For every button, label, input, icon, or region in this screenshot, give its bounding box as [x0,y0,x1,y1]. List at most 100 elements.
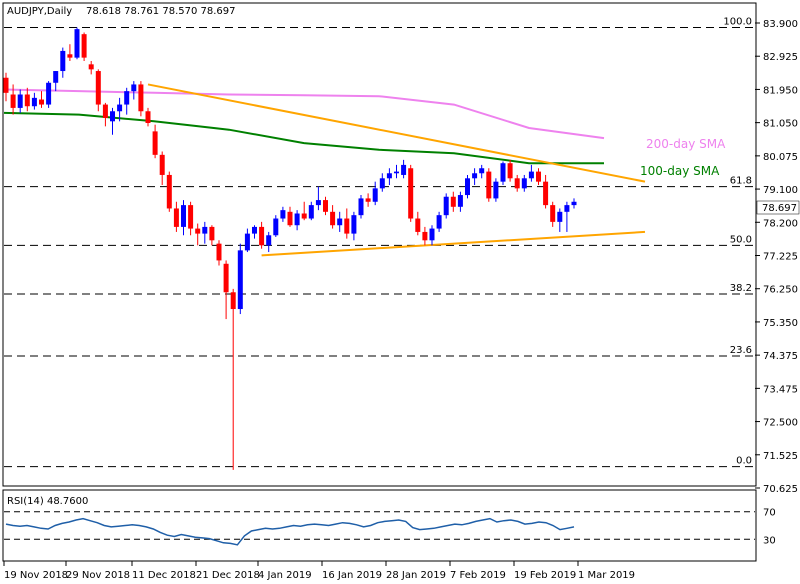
candle-body [145,111,151,123]
x-tick-label: 21 Dec 2018 [196,570,260,581]
fib-level-label: 38.2 [730,283,752,294]
trendline-2 [261,230,646,257]
candle-body [507,163,513,179]
y-tick-label: 83.900 [763,19,798,30]
candle-body [17,94,23,108]
candle-body [564,205,570,212]
candle-body [259,226,265,246]
y-tick-label: 80.075 [763,152,798,163]
candle-body [237,250,243,310]
candle-body [110,111,115,122]
candle-body [195,228,201,234]
candle-body [216,243,222,261]
candle-body [294,213,300,226]
candle-body [138,84,144,112]
candle-body [252,226,257,234]
candle-body [95,71,101,105]
candle-body [415,218,421,232]
candle-body [351,215,357,234]
y-tick-label: 75.350 [763,318,798,329]
candle-body [550,205,556,222]
last-price-label: 78.697 [762,203,797,214]
x-tick-label: 1 Mar 2019 [578,570,635,581]
candle-body [557,211,563,222]
x-tick-label: 19 Feb 2019 [514,570,576,581]
rsi-panel-border [2,489,757,562]
candle-body [372,188,378,202]
candle-body [394,171,399,174]
fib-level-label: 0.0 [736,456,752,467]
ohlc-readout: 78.618 78.761 78.570 78.697 [86,6,236,17]
candle-body [159,154,165,175]
candle-body [166,174,172,209]
chart-symbol-label: AUDJPY,Daily [7,6,72,17]
candle-body [443,196,449,216]
candle-body [74,29,80,58]
y-tick-label: 76.250 [763,285,798,296]
candle-body [244,233,250,251]
candle-body [266,235,272,246]
candle-body [181,205,186,227]
y-tick-label: 70.625 [763,484,798,495]
candle-body [401,164,407,175]
candle-body [536,171,541,182]
moving-averages [3,88,605,165]
candle-body [528,171,534,179]
candle-body [323,200,328,212]
sma100-label: 100-day SMA [640,164,720,178]
x-tick-label: 28 Jan 2019 [386,570,446,581]
y-tick-label: 74.375 [763,351,798,362]
candle-body [308,205,314,219]
candle-body [543,181,549,206]
candle-body [472,173,478,179]
candle-body [450,196,456,207]
rsi-label: RSI(14) 48.7600 [7,496,88,507]
x-tick-label: 11 Dec 2018 [132,570,196,581]
candle-body [152,131,158,155]
rsi-panel: 70 30 [4,508,776,546]
candle-body [465,178,470,196]
fibonacci-levels: 100.0 61.8 50.0 38.2 23.6 0.0 [4,16,755,468]
x-tick-label: 16 Jan 2019 [322,570,382,581]
candle-body [315,200,321,206]
candle-body [436,215,442,229]
rsi-level-label: 30 [763,535,776,546]
candle-body [3,77,9,93]
y-tick-label: 77.225 [763,252,798,263]
main-plot-frame [2,2,757,562]
price-axis: 83.900 82.925 81.950 81.050 80.075 79.100 78.2… [755,19,798,495]
candle-body [88,64,94,70]
candle-body [10,94,16,108]
candle-body [39,99,44,105]
fib-level-label: 50.0 [730,234,752,245]
y-tick-label: 71.525 [763,451,798,462]
candle-body [173,208,179,227]
sma200-line [3,88,605,140]
candle-body [81,34,87,58]
candle-body [521,178,527,189]
candle-body [386,173,392,179]
candle-body [202,226,208,234]
candle-body [67,54,73,58]
candle-body [479,168,485,174]
fib-level-label: 100.0 [723,16,752,27]
candle-body [24,94,30,107]
candle-body [53,71,59,83]
candle-body [422,231,428,241]
candle-body [493,181,499,199]
candle-body [379,178,385,189]
candle-body [344,218,350,234]
candle-body [124,91,130,105]
candle-body [223,263,229,293]
candle-body [500,163,506,182]
y-tick-label: 72.500 [763,418,798,429]
candle-body [408,168,414,219]
candle-body [429,228,435,241]
candle-body [188,205,194,229]
candle-body [280,210,286,219]
candle-body [358,198,364,216]
candle-body [209,226,215,241]
candle-body [46,82,52,105]
fib-level-label: 23.6 [730,345,752,356]
